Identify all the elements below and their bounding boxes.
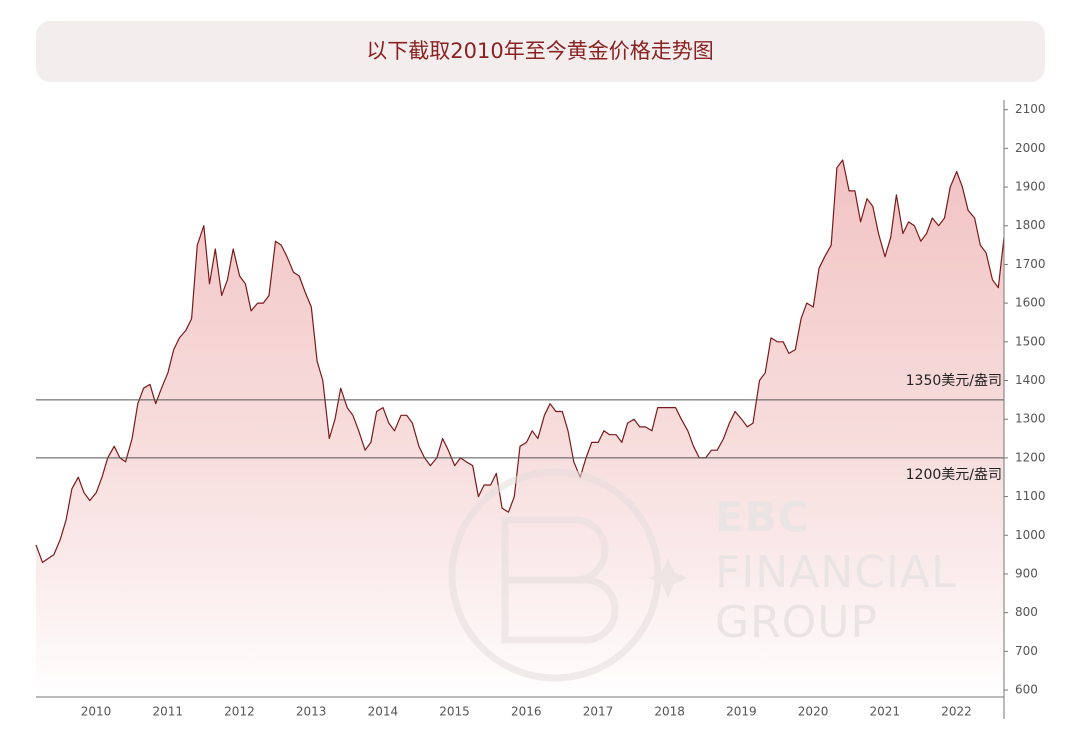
y-tick-label: 1500 (1015, 334, 1046, 348)
y-tick-label: 1400 (1015, 373, 1046, 387)
y-tick-label: 2000 (1015, 141, 1046, 155)
y-tick-label: 1300 (1015, 412, 1046, 426)
x-tick-label: 2014 (368, 705, 399, 719)
y-tick-label: 900 (1015, 566, 1038, 580)
watermark (448, 468, 688, 682)
x-tick-label: 2018 (654, 705, 685, 719)
y-tick-label: 800 (1015, 605, 1038, 619)
watermark-text: GROUP (715, 597, 878, 648)
x-tick-label: 2015 (439, 705, 470, 719)
x-tick-label: 2011 (152, 705, 183, 719)
x-tick-label: 2013 (296, 705, 327, 719)
watermark-text: FINANCIAL (715, 547, 957, 598)
y-tick-label: 1200 (1015, 450, 1046, 464)
y-tick-label: 700 (1015, 644, 1038, 658)
x-tick-label: 2016 (511, 705, 542, 719)
y-tick-label: 1600 (1015, 296, 1046, 310)
title-box (36, 21, 1045, 82)
line (35, 159, 1005, 563)
y-tick-label: 1100 (1015, 489, 1046, 503)
x-tick-label: 2012 (224, 705, 255, 719)
x-tick-label: 2022 (941, 705, 972, 719)
x-tick-label: 2019 (726, 705, 757, 719)
x-tick-label: 2010 (81, 705, 112, 719)
area (36, 160, 1004, 697)
reference-label: 1200美元/盎司 (906, 467, 1002, 483)
watermark-logo (501, 516, 619, 644)
y-tick-label: 1900 (1015, 180, 1046, 194)
watermark-text: EBC (715, 493, 810, 542)
watermark-star (648, 558, 688, 598)
plot-area: 1350美元/盎司 1200美元/盎司 600 700 800 900 1000 1100 12… (35, 100, 1046, 719)
x-tick-label: 2017 (583, 705, 614, 719)
y-tick-label: 2100 (1015, 102, 1046, 116)
y-tick-label: 600 (1015, 683, 1038, 697)
reference-label: 1350美元/盎司 (906, 373, 1002, 389)
x-tick-label: 2020 (798, 705, 829, 719)
y-tick-label: 1700 (1015, 257, 1046, 271)
chart-title: 以下截取2010年至今黄金价格走势图 (366, 39, 713, 63)
y-tick-label: 1800 (1015, 218, 1046, 232)
y-tick-label: 1000 (1015, 528, 1046, 542)
x-tick-label: 2021 (870, 705, 901, 719)
